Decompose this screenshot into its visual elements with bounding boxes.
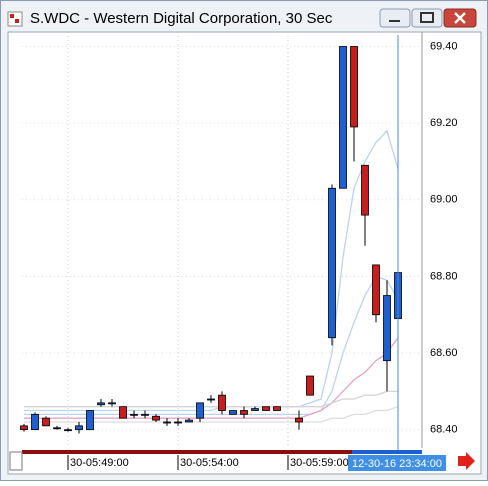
maximize-icon	[420, 12, 434, 23]
cursor-label: 12-30-16 23:34:00	[352, 458, 442, 470]
candle-body	[339, 46, 347, 189]
candle-body	[229, 410, 237, 415]
x-tick-label: 30-05:49:00	[70, 457, 129, 469]
y-tick-label: 68.40	[430, 424, 458, 436]
minimize-button[interactable]	[379, 8, 411, 28]
candle-body	[306, 375, 314, 396]
moving-average	[24, 390, 398, 408]
candle-body	[31, 413, 39, 431]
candle-body	[350, 46, 358, 128]
candle-body	[141, 413, 149, 416]
y-tick-label: 69.20	[430, 117, 458, 129]
cursor-label-box	[348, 455, 446, 471]
close-icon	[454, 12, 466, 24]
candle-body	[240, 410, 248, 415]
y-tick-label: 68.60	[430, 347, 458, 359]
app-icon-mark	[10, 14, 14, 18]
candle-body	[42, 417, 50, 427]
candle-body	[251, 408, 259, 411]
scroll-arrow[interactable]	[458, 452, 475, 470]
candle-body	[97, 402, 105, 406]
candle-body	[273, 406, 281, 411]
candle-body	[86, 410, 94, 431]
time-bar	[22, 450, 352, 454]
candle-body	[207, 398, 215, 401]
maximize-button[interactable]	[411, 8, 443, 28]
candle-body	[262, 406, 270, 411]
x-tick-label: 30-05:54:00	[180, 457, 239, 469]
y-tick-label: 69.40	[430, 40, 458, 52]
y-tick-label: 68.80	[430, 270, 458, 282]
candle-body	[64, 429, 72, 432]
window-title: S.WDC - Western Digital Corporation, 30 …	[30, 10, 333, 27]
candle-body	[163, 421, 171, 424]
candle-body	[174, 421, 182, 424]
candle-body	[75, 425, 83, 431]
candle-body	[361, 164, 369, 216]
time-bar	[352, 450, 422, 454]
candle-body	[119, 406, 127, 419]
x-tick-label: 30-05:59:00	[290, 457, 349, 469]
candle-body	[185, 419, 193, 423]
candle-body	[196, 402, 204, 419]
candle-body	[152, 415, 160, 421]
app-icon-mark	[15, 19, 19, 23]
candle-body	[295, 417, 303, 423]
y-tick-label: 69.00	[430, 194, 458, 206]
candle-body	[383, 295, 391, 362]
candle-body	[130, 413, 138, 416]
chart-panel	[7, 31, 482, 475]
candle-body	[108, 402, 116, 405]
candle-body	[53, 427, 61, 430]
candle-body	[218, 394, 226, 411]
scroll-box[interactable]	[9, 451, 23, 471]
candle-body	[20, 425, 28, 431]
candle-body	[328, 187, 336, 339]
candle-body	[372, 264, 380, 316]
